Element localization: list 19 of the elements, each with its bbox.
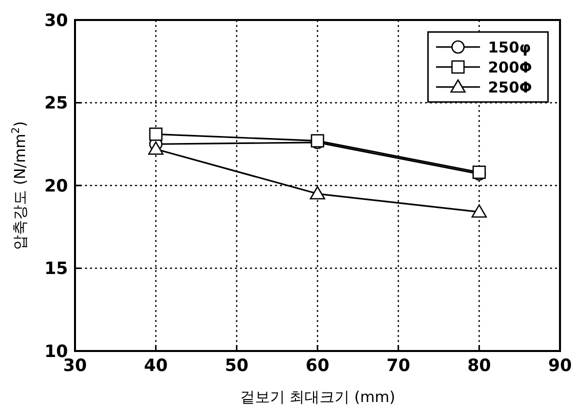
y-tick-label: 20 xyxy=(44,176,68,196)
legend-label: 150φ xyxy=(488,38,532,56)
x-tick-label: 70 xyxy=(386,356,410,376)
y-tick-label: 30 xyxy=(44,10,68,31)
x-tick-label: 50 xyxy=(224,356,249,376)
point xyxy=(149,128,162,141)
x-tick-label: 80 xyxy=(467,356,492,376)
legend-label: 200Φ xyxy=(488,58,532,76)
x-tick-label: 30 xyxy=(63,356,87,376)
point xyxy=(310,186,326,200)
legend-label: 250Φ xyxy=(488,78,532,96)
point xyxy=(472,204,487,218)
x-tick-label: 90 xyxy=(548,356,572,376)
x-tick-label: 40 xyxy=(144,356,168,376)
point xyxy=(148,141,164,155)
y-tick-label: 25 xyxy=(44,94,68,114)
x-axis-title: 겉보기 최대크기 (mm) xyxy=(240,388,396,406)
y-tick-label: 15 xyxy=(44,259,68,280)
x-tick-label: 60 xyxy=(306,356,330,376)
